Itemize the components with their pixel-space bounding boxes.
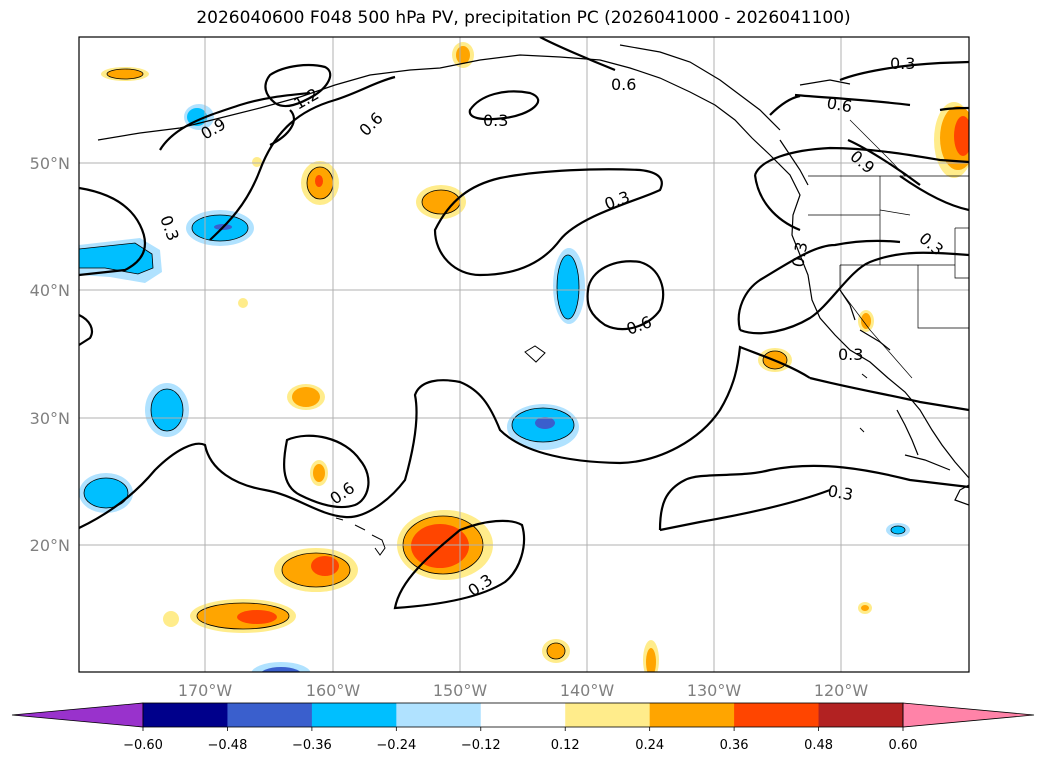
colorbar-tick-label: −0.48 [208,738,248,753]
colorbar-bin [311,703,397,727]
colorbar-bin [143,703,228,727]
colorbar: −0.60 −0.48 −0.36 −0.24 −0.12 0.12 0.24 0.36 0.4… [11,702,1035,753]
islands [335,345,868,556]
coastlines [97,44,969,506]
colorbar-tick-label: 0.60 [889,738,918,753]
map-frame [78,36,970,673]
contour-label: 0.6 [825,93,853,116]
contour-label: 0.3 [826,481,854,504]
colorbar-tick-label: −0.36 [292,738,332,753]
colorbar-frame [142,702,904,728]
colorbar-bin [734,703,820,727]
lon-label: 140°W [560,681,615,700]
map-area [79,37,969,672]
colorbar-tick-label: −0.24 [376,738,416,753]
colorbar-tick-label: −0.60 [123,738,163,753]
lon-label: 170°W [178,681,233,700]
colorbar-tick-label: 0.12 [551,738,580,753]
colorbar-bin [818,703,904,727]
contour-label: 0.3 [890,54,915,73]
colorbar-bin [396,703,482,727]
contour-label: 0.3 [838,345,863,364]
colorbar-bin [649,703,735,727]
gridlines [79,37,969,672]
contour-label: 0.3 [483,111,508,130]
lon-label: 120°W [814,681,869,700]
lon-label: 130°W [687,681,742,700]
lat-label: 30°N [30,409,70,428]
lon-axis: 170°W 160°W 150°W 140°W 130°W 120°W [178,681,869,700]
lat-label: 50°N [30,154,70,173]
colorbar-extend-low [11,702,144,728]
colorbar-tick-label: −0.12 [461,738,501,753]
colorbar-tick-label: 0.24 [635,738,664,753]
map-title: 2026040600 F048 500 hPa PV, precipitatio… [196,8,851,28]
colorbar-tick-label: 0.36 [720,738,749,753]
lat-axis: 50°N 40°N 30°N 20°N [30,154,70,555]
pv-contours [79,37,969,610]
colorbar-bin [480,703,566,727]
lat-label: 40°N [30,281,70,300]
colorbar-bin [565,703,651,727]
colorbar-extend-high [902,702,1035,728]
colorbar-bin [227,703,313,727]
lon-label: 160°W [306,681,361,700]
colorbar-tick-label: 0.48 [804,738,833,753]
lon-label: 150°W [433,681,488,700]
contour-label: 0.6 [611,75,636,94]
contour-label: 0.3 [788,240,811,268]
lat-label: 20°N [30,536,70,555]
